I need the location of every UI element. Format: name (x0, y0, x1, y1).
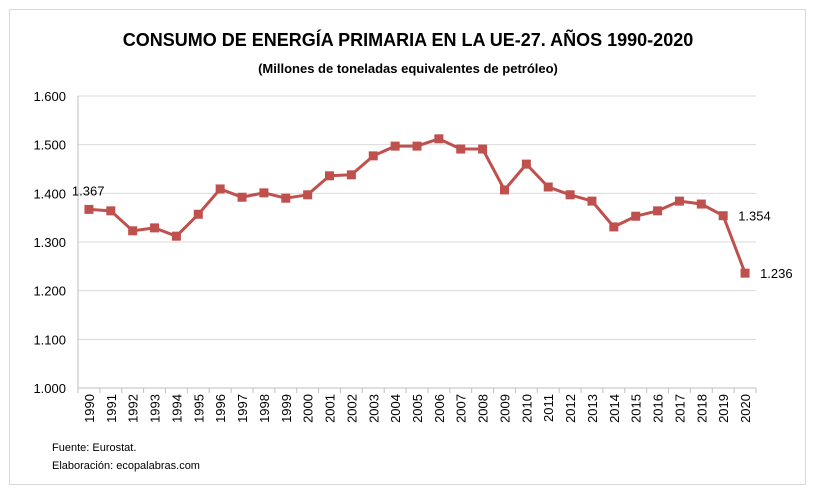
x-tick-label: 2019 (716, 394, 731, 423)
data-point-marker (215, 184, 225, 194)
data-point-marker (653, 206, 663, 216)
x-tick-label: 1999 (279, 394, 294, 423)
x-tick-label: 2010 (519, 394, 534, 423)
data-point-marker (150, 223, 160, 233)
x-tick-label: 2002 (344, 394, 359, 423)
data-point-marker (631, 211, 641, 221)
y-tick-label: 1.100 (33, 332, 66, 347)
source-note: Fuente: Eurostat. (52, 442, 137, 454)
x-tick-label: 1991 (104, 394, 119, 423)
x-tick-label: 1998 (257, 394, 272, 423)
series-line (88, 137, 747, 274)
x-tick-label: 2006 (432, 394, 447, 423)
y-tick-label: 1.000 (33, 381, 66, 396)
y-tick-label: 1.300 (33, 235, 66, 250)
x-tick-label: 2015 (629, 394, 644, 423)
data-point-marker (193, 209, 203, 219)
x-tick-label: 1996 (213, 394, 228, 423)
data-point-marker (718, 211, 728, 221)
data-point-marker (171, 231, 181, 241)
data-label: 1.354 (738, 209, 771, 224)
data-point-marker (106, 206, 116, 216)
x-tick-label: 2020 (738, 394, 753, 423)
data-point-marker (237, 192, 247, 202)
data-point-marker (543, 182, 553, 192)
data-point-marker (368, 151, 378, 161)
y-tick-label: 1.400 (33, 186, 66, 201)
x-tick-label: 2016 (651, 394, 666, 423)
data-point-marker (499, 185, 509, 195)
x-tick-label: 1992 (126, 394, 141, 423)
x-tick-label: 2014 (607, 394, 622, 423)
x-tick-label: 1995 (191, 394, 206, 423)
data-point-marker (456, 144, 466, 154)
data-point-marker (259, 188, 269, 198)
x-tick-label: 2011 (541, 394, 556, 422)
data-point-marker (674, 196, 684, 206)
x-tick-label: 1994 (169, 394, 184, 423)
data-label: 1.367 (72, 183, 105, 198)
x-tick-label: 2001 (323, 394, 338, 423)
x-tick-label: 2008 (476, 394, 491, 423)
x-tick-label: 2009 (497, 394, 512, 423)
chart-frame (9, 9, 806, 485)
x-tick-label: 2017 (672, 394, 687, 423)
data-point-marker (84, 204, 94, 214)
chart-subtitle: (Millones de toneladas equivalentes de p… (258, 61, 558, 76)
x-tick-label: 1993 (148, 394, 163, 423)
data-point-marker (412, 141, 422, 151)
data-point-marker (390, 141, 400, 151)
x-tick-label: 2012 (563, 394, 578, 423)
data-point-marker (128, 226, 138, 236)
data-point-marker (609, 222, 619, 232)
x-tick-label: 1990 (82, 394, 97, 423)
x-tick-label: 2013 (585, 394, 600, 423)
data-point-marker (740, 268, 750, 278)
data-point-marker (281, 193, 291, 203)
y-tick-label: 1.200 (33, 284, 66, 299)
credit-note: Elaboración: ecopalabras.com (52, 460, 200, 472)
data-point-marker (565, 190, 575, 200)
x-tick-label: 2000 (301, 394, 316, 423)
data-point-marker (434, 134, 444, 144)
data-point-marker (303, 190, 313, 200)
data-point-marker (696, 199, 706, 209)
data-point-marker (478, 144, 488, 154)
x-tick-label: 1997 (235, 394, 250, 423)
x-tick-label: 2004 (388, 394, 403, 423)
x-tick-label: 2003 (366, 394, 381, 423)
data-point-marker (346, 170, 356, 180)
x-tick-label: 2005 (410, 394, 425, 423)
data-point-marker (325, 171, 335, 181)
chart-title: CONSUMO DE ENERGÍA PRIMARIA EN LA UE-27.… (122, 30, 694, 50)
data-point-marker (521, 159, 531, 169)
y-tick-label: 1.500 (33, 138, 66, 153)
x-tick-label: 2007 (454, 394, 469, 423)
data-point-marker (587, 196, 597, 206)
data-label: 1.236 (760, 266, 793, 281)
y-tick-label: 1.600 (33, 89, 66, 104)
x-tick-label: 2018 (694, 394, 709, 423)
